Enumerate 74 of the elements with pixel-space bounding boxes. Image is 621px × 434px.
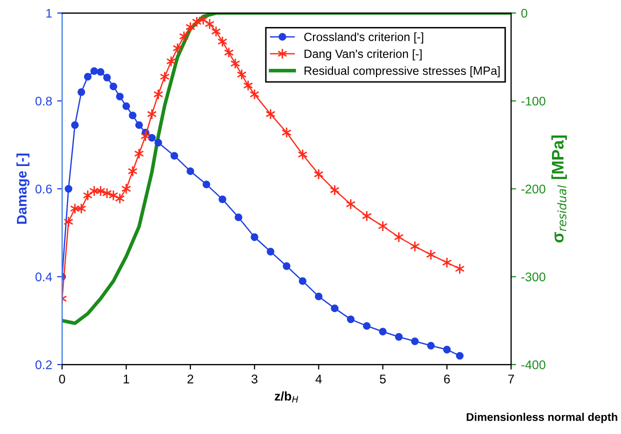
x-tick-label: 6 (444, 374, 450, 384)
y-tick-label: 0.8 (35, 96, 52, 106)
y-tick-label: 0.6 (35, 184, 52, 194)
x-tick-label: 2 (188, 374, 194, 384)
point (185, 22, 196, 33)
point (146, 108, 157, 120)
point (71, 121, 79, 129)
point (103, 74, 111, 82)
point (282, 262, 290, 270)
y2-tick-label: -400 (521, 360, 546, 370)
legend-label: Dang Van's criterion [-] (304, 49, 422, 60)
y-axis-title: Damage [-] (16, 154, 30, 224)
point (330, 304, 339, 312)
point (395, 333, 403, 341)
point (135, 121, 143, 129)
y2-tick-label: -200 (521, 184, 546, 194)
point (230, 58, 240, 70)
y2-tick-label: -100 (521, 96, 546, 106)
point (378, 328, 387, 336)
point (76, 203, 86, 214)
point (266, 108, 276, 120)
point (90, 67, 98, 75)
x-tick-label: 5 (380, 374, 386, 384)
point (96, 68, 104, 76)
y-tick-label: 1 (46, 8, 52, 18)
point (186, 167, 194, 176)
legend-label: Residual compressive stresses [MPa] (304, 66, 500, 78)
point (116, 92, 124, 100)
point (64, 184, 72, 193)
point (456, 352, 464, 360)
point (427, 342, 435, 350)
point (266, 248, 274, 256)
point (243, 80, 254, 92)
y2-axis-title: σ$_{residual}$ [MPa] (551, 136, 567, 242)
y2-tick-label: 0 (521, 8, 528, 18)
x-tick-label: 1 (124, 374, 130, 384)
point (362, 322, 371, 330)
x-tick-label: 4 (315, 374, 322, 384)
point (443, 346, 451, 354)
point (330, 184, 340, 196)
point (154, 138, 162, 146)
point (224, 47, 234, 58)
y-tick-label: 0.2 (35, 360, 52, 370)
legend-label: Crossland's criterion [-] (304, 32, 424, 44)
point (314, 292, 322, 300)
point (236, 68, 247, 80)
point (114, 192, 125, 204)
x-tick-label: 3 (252, 374, 258, 384)
x-tick-label: 0 (59, 374, 66, 384)
point (298, 277, 306, 285)
point (96, 185, 106, 197)
point (110, 82, 118, 90)
point (234, 214, 242, 222)
point (250, 233, 258, 241)
y2-tick-label: -300 (521, 272, 546, 282)
point (362, 210, 372, 222)
point (128, 112, 136, 120)
x-tick-label: 7 (508, 374, 514, 384)
point (170, 152, 178, 160)
point (134, 148, 144, 160)
point (84, 72, 92, 81)
x-axis-title: z/b$_{H}$ (274, 391, 298, 403)
point (218, 196, 226, 204)
point (204, 18, 215, 30)
point (148, 134, 156, 142)
point (346, 315, 355, 324)
point (122, 102, 130, 110)
point (202, 180, 210, 188)
point (411, 337, 419, 346)
point (282, 126, 292, 138)
text: Dimensionless normal depth (466, 412, 618, 424)
point (78, 88, 86, 96)
point (298, 148, 308, 160)
y-tick-label: 0.4 (35, 272, 52, 282)
